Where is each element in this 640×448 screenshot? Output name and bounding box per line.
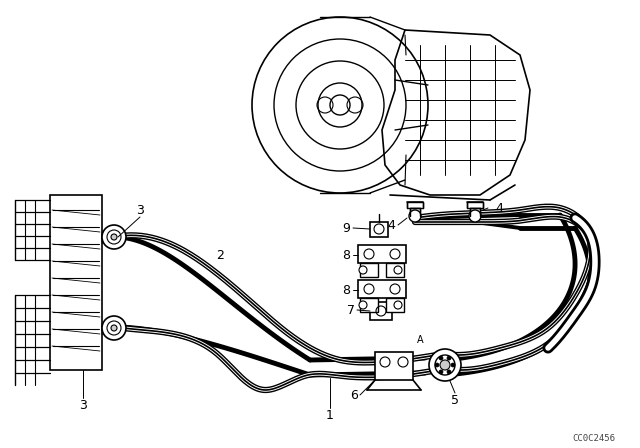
Circle shape: [439, 356, 443, 360]
Bar: [360, 263, 378, 277]
Circle shape: [359, 301, 367, 309]
Text: 3: 3: [136, 203, 144, 216]
Circle shape: [435, 355, 455, 375]
Text: 2: 2: [216, 249, 224, 262]
Bar: [50, 195, 102, 370]
Text: 4: 4: [495, 202, 503, 215]
Bar: [358, 245, 406, 263]
Bar: [386, 263, 404, 277]
Text: 8: 8: [342, 284, 350, 297]
Bar: [375, 352, 413, 380]
Bar: [470, 208, 480, 216]
Text: 6: 6: [350, 388, 358, 401]
Bar: [358, 280, 406, 298]
Circle shape: [469, 210, 481, 222]
Circle shape: [439, 370, 443, 374]
Bar: [360, 298, 378, 312]
Circle shape: [107, 321, 121, 335]
Text: 9: 9: [342, 221, 350, 234]
Circle shape: [409, 210, 421, 222]
Circle shape: [440, 360, 450, 370]
Bar: [370, 222, 388, 237]
Bar: [386, 298, 404, 312]
Circle shape: [330, 95, 350, 115]
Circle shape: [102, 316, 126, 340]
Circle shape: [111, 325, 117, 331]
Text: 4: 4: [387, 219, 395, 232]
Text: 3: 3: [79, 399, 87, 412]
Circle shape: [451, 363, 455, 367]
Circle shape: [102, 225, 126, 249]
Bar: [102, 232, 116, 242]
Circle shape: [447, 370, 451, 374]
Text: CC0C2456: CC0C2456: [572, 434, 615, 443]
Circle shape: [107, 230, 121, 244]
Circle shape: [111, 234, 117, 240]
Text: A: A: [417, 335, 423, 345]
Circle shape: [394, 266, 402, 274]
Text: 1: 1: [326, 409, 334, 422]
Text: 8: 8: [342, 249, 350, 262]
Circle shape: [429, 349, 461, 381]
Text: 5: 5: [451, 393, 459, 406]
Circle shape: [447, 356, 451, 360]
Circle shape: [394, 301, 402, 309]
Circle shape: [359, 266, 367, 274]
Text: 7: 7: [347, 303, 355, 316]
Bar: [467, 202, 483, 208]
Circle shape: [435, 363, 439, 367]
Bar: [370, 302, 392, 320]
Bar: [102, 323, 116, 333]
Bar: [410, 208, 420, 216]
Bar: [407, 202, 423, 208]
